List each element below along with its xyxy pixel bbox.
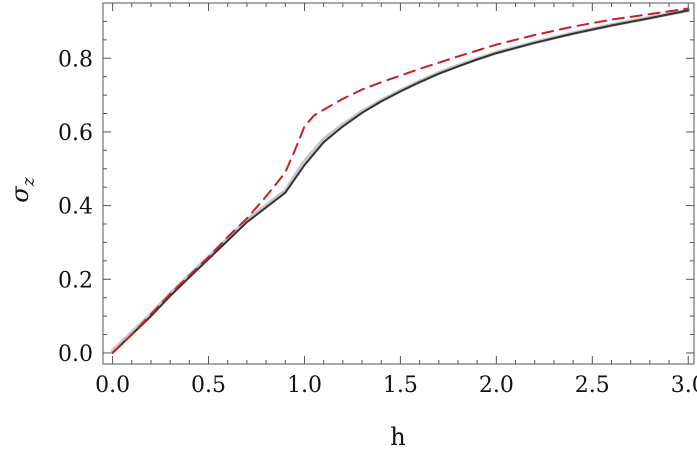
x-tick-label-4: 2.0	[479, 373, 514, 398]
x-tick-label-3: 1.5	[383, 373, 418, 398]
y-tick-label-0: 0.0	[58, 342, 93, 367]
y-tick-label-1: 0.2	[58, 268, 93, 293]
y-tick-label-2: 0.4	[58, 195, 93, 220]
y-tick-label-3: 0.6	[58, 121, 93, 146]
series-line-2	[111, 9, 690, 354]
x-axis-label: h	[390, 423, 405, 451]
y-axis-label-subscript: z	[19, 176, 39, 187]
x-tick-label-1: 0.5	[191, 373, 226, 398]
y-axis-ticks: 0.0 0.2 0.4 0.6 0.8	[58, 20, 694, 367]
y-axis-label: σz	[6, 176, 39, 202]
x-tick-label-2: 1.0	[287, 373, 322, 398]
x-tick-label-5: 2.5	[575, 373, 610, 398]
series-layer	[110, 7, 691, 354]
x-axis-ticks: 0.0 0.5 1.0 1.5 2.0 2.5 3.0	[95, 3, 697, 398]
y-axis-label-symbol: σ	[6, 186, 34, 203]
series-line-3	[111, 7, 690, 354]
x-tick-label-0: 0.0	[95, 373, 130, 398]
plot-frame	[102, 2, 695, 365]
y-tick-label-4: 0.8	[58, 47, 93, 72]
series-line-1	[110, 8, 691, 354]
x-tick-label-6: 3.0	[671, 373, 697, 398]
